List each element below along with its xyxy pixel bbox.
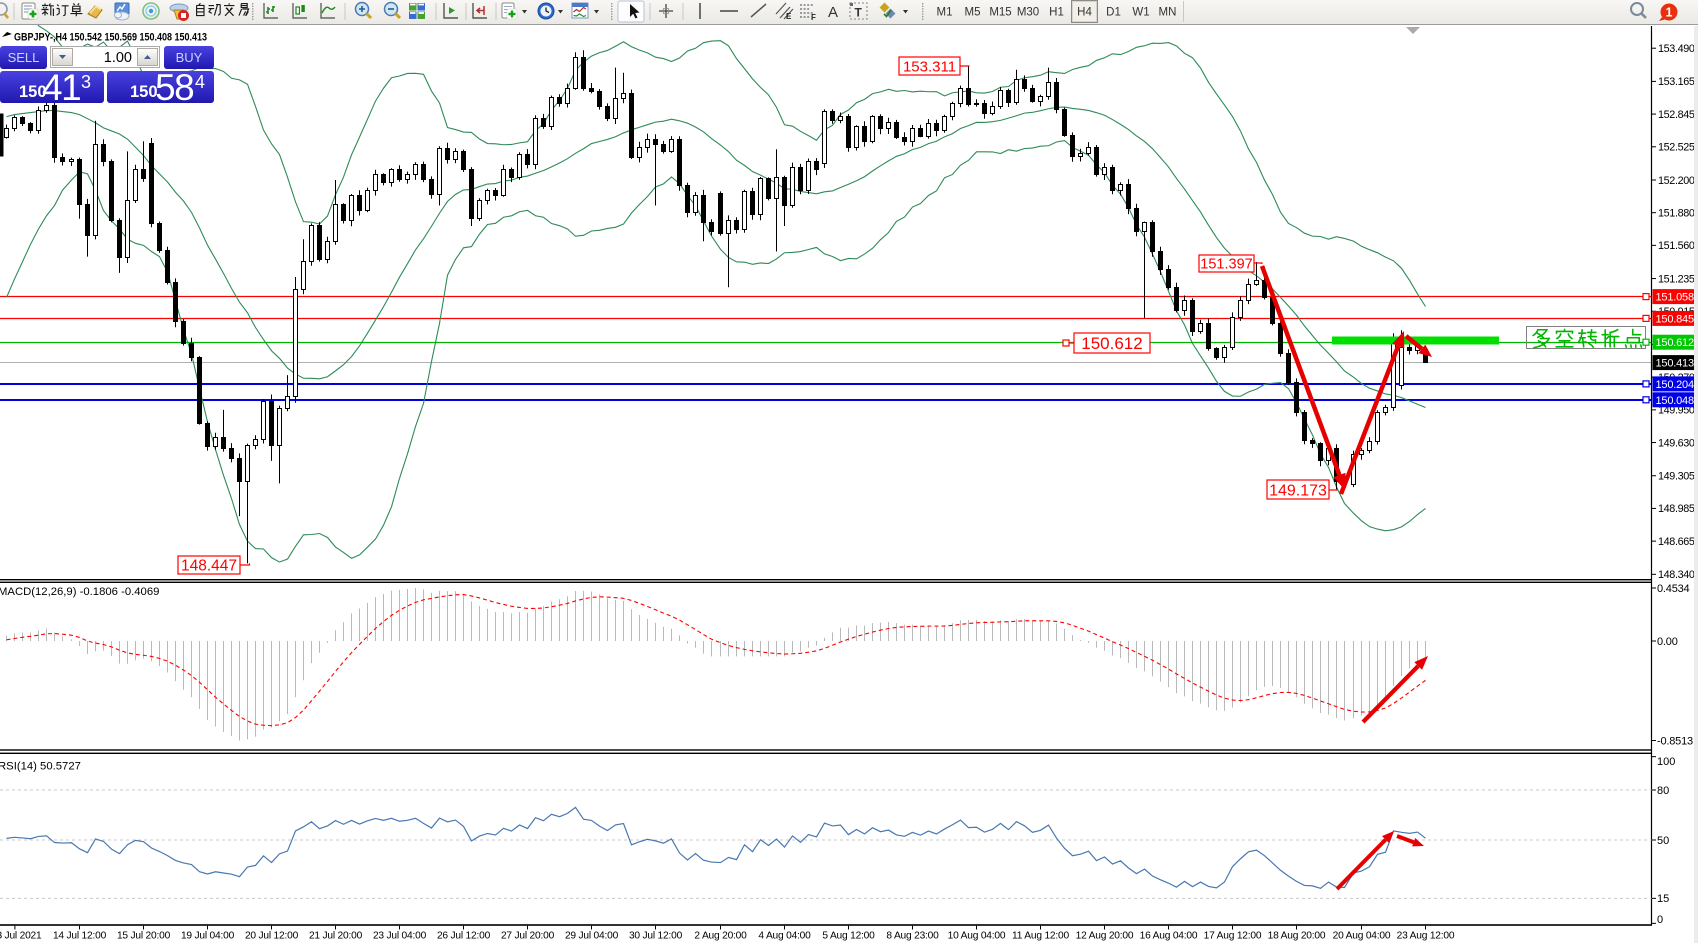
svg-text:M30: M30	[1017, 7, 1039, 19]
svg-text:0: 0	[1657, 914, 1663, 926]
svg-text:A: A	[828, 4, 838, 21]
svg-text:148.985: 148.985	[1658, 503, 1695, 515]
svg-text:148.447: 148.447	[181, 558, 237, 575]
svg-text:153.165: 153.165	[1658, 76, 1695, 88]
svg-text:5 Aug 12:00: 5 Aug 12:00	[822, 931, 875, 942]
svg-text:10 Aug 04:00: 10 Aug 04:00	[948, 931, 1006, 942]
svg-text:151.235: 151.235	[1658, 273, 1695, 285]
svg-text:15: 15	[1657, 893, 1669, 905]
svg-text:20 Aug 04:00: 20 Aug 04:00	[1333, 931, 1391, 942]
svg-text:23 Aug 12:00: 23 Aug 12:00	[1397, 931, 1455, 942]
svg-text:149.630: 149.630	[1658, 437, 1695, 449]
svg-text:T: T	[855, 6, 863, 20]
svg-text:80: 80	[1657, 785, 1669, 797]
svg-text:23 Jul 04:00: 23 Jul 04:00	[373, 931, 427, 942]
svg-text:150.612: 150.612	[1081, 334, 1142, 353]
svg-text:29 Jul 04:00: 29 Jul 04:00	[565, 931, 619, 942]
svg-text:13 Jul 2021: 13 Jul 2021	[0, 931, 42, 942]
svg-text:E: E	[786, 12, 792, 21]
svg-text:153.490: 153.490	[1658, 43, 1695, 55]
svg-text:151.880: 151.880	[1658, 207, 1695, 219]
svg-text:21 Jul 20:00: 21 Jul 20:00	[309, 931, 363, 942]
svg-text:152.845: 152.845	[1658, 109, 1695, 121]
svg-text:50: 50	[1657, 835, 1669, 847]
svg-text:149.173: 149.173	[1269, 482, 1327, 499]
svg-text:12 Aug 20:00: 12 Aug 20:00	[1076, 931, 1134, 942]
svg-text:150.413: 150.413	[1656, 358, 1694, 370]
svg-text:W1: W1	[1132, 7, 1149, 19]
svg-text:4 Aug 04:00: 4 Aug 04:00	[758, 931, 811, 942]
svg-text:20 Jul 12:00: 20 Jul 12:00	[245, 931, 299, 942]
svg-text:2 Aug 20:00: 2 Aug 20:00	[694, 931, 747, 942]
svg-text:F: F	[811, 13, 816, 22]
svg-text:151.058: 151.058	[1656, 292, 1694, 304]
svg-text:0.4534: 0.4534	[1657, 583, 1690, 595]
svg-text:15 Jul 20:00: 15 Jul 20:00	[117, 931, 171, 942]
svg-text:100: 100	[1657, 756, 1675, 768]
svg-text:1: 1	[1666, 6, 1673, 20]
svg-text:18 Aug 20:00: 18 Aug 20:00	[1268, 931, 1326, 942]
svg-text:M1: M1	[937, 7, 953, 19]
svg-text:M15: M15	[989, 7, 1011, 19]
svg-text:0.00: 0.00	[1657, 636, 1678, 648]
svg-text:149.305: 149.305	[1658, 471, 1695, 483]
svg-text:151.397: 151.397	[1200, 257, 1252, 273]
svg-text:153.311: 153.311	[903, 58, 956, 75]
svg-text:148.665: 148.665	[1658, 536, 1695, 548]
svg-text:16 Aug 04:00: 16 Aug 04:00	[1140, 931, 1198, 942]
svg-text:MACD(12,26,9) -0.1806 -0.4069: MACD(12,26,9) -0.1806 -0.4069	[0, 586, 159, 598]
svg-text:149.950: 149.950	[1658, 405, 1695, 417]
svg-text:H4: H4	[1077, 7, 1092, 19]
svg-text:26 Jul 12:00: 26 Jul 12:00	[437, 931, 491, 942]
svg-text:GBPJPY-,H4 150.542 150.569 15: GBPJPY-,H4 150.542 150.569 150.408 150.4…	[14, 32, 207, 44]
svg-text:30 Jul 12:00: 30 Jul 12:00	[629, 931, 683, 942]
svg-text:152.200: 152.200	[1658, 175, 1695, 187]
svg-text:D1: D1	[1106, 7, 1121, 19]
svg-text:RSI(14) 50.5727: RSI(14) 50.5727	[0, 761, 81, 773]
svg-text:148.340: 148.340	[1658, 569, 1695, 581]
svg-text:-0.8513: -0.8513	[1657, 735, 1693, 747]
svg-text:H1: H1	[1049, 7, 1064, 19]
svg-text:151.560: 151.560	[1658, 240, 1695, 252]
svg-text:MN: MN	[1159, 7, 1177, 19]
svg-text:150.048: 150.048	[1656, 395, 1694, 407]
svg-text:150.204: 150.204	[1656, 379, 1694, 391]
svg-text:27 Jul 20:00: 27 Jul 20:00	[501, 931, 555, 942]
svg-text:150.845: 150.845	[1656, 313, 1694, 325]
svg-text:17 Aug 12:00: 17 Aug 12:00	[1204, 931, 1262, 942]
svg-text:M5: M5	[965, 7, 981, 19]
svg-text:11 Aug 12:00: 11 Aug 12:00	[1012, 931, 1069, 942]
svg-text:152.525: 152.525	[1658, 142, 1695, 154]
svg-text:8 Aug 23:00: 8 Aug 23:00	[886, 931, 939, 942]
svg-text:150.612: 150.612	[1656, 337, 1694, 349]
svg-text:14 Jul 12:00: 14 Jul 12:00	[53, 931, 107, 942]
svg-text:19 Jul 04:00: 19 Jul 04:00	[181, 931, 235, 942]
